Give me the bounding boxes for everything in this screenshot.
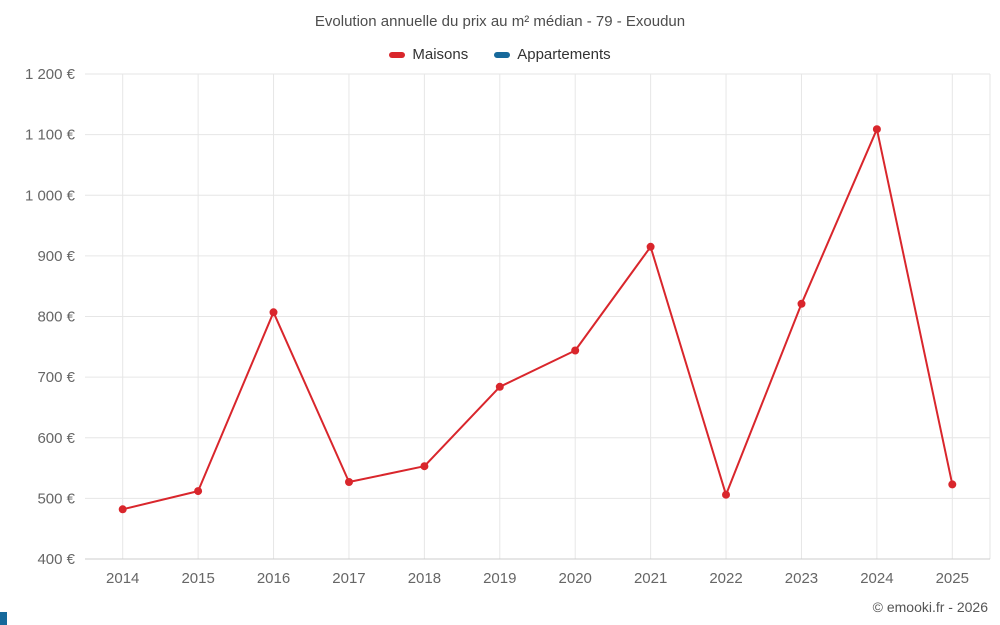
chart-legend: Maisons Appartements <box>0 46 1000 63</box>
data-point-maisons[interactable] <box>646 242 655 251</box>
y-tick-label: 700 € <box>37 369 75 386</box>
x-tick-label: 2017 <box>332 570 365 587</box>
data-point-maisons[interactable] <box>872 125 881 134</box>
series-line-maisons <box>121 128 954 511</box>
data-point-maisons[interactable] <box>571 346 580 355</box>
data-point-maisons[interactable] <box>269 308 278 317</box>
y-tick-label: 1 000 € <box>25 187 76 204</box>
legend-label: Appartements <box>517 46 611 63</box>
data-point-maisons[interactable] <box>194 487 203 496</box>
legend-label: Maisons <box>412 46 469 63</box>
data-point-maisons[interactable] <box>797 299 806 308</box>
x-tick-label: 2022 <box>709 570 742 587</box>
x-tick-label: 2015 <box>181 570 214 587</box>
data-point-maisons[interactable] <box>118 505 127 514</box>
legend-item-maisons[interactable]: Maisons <box>389 46 468 63</box>
x-tick-label: 2014 <box>106 570 139 587</box>
legend-item-appartements[interactable]: Appartements <box>494 46 611 63</box>
y-tick-label: 500 € <box>37 490 75 507</box>
x-tick-label: 2024 <box>860 570 893 587</box>
y-tick-label: 800 € <box>37 309 75 326</box>
x-tick-label: 2019 <box>483 570 516 587</box>
x-tick-label: 2021 <box>634 570 667 587</box>
y-tick-label: 1 200 € <box>25 66 76 83</box>
data-point-maisons[interactable] <box>420 462 429 471</box>
legend-swatch <box>494 51 511 58</box>
x-tick-label: 2016 <box>257 570 290 587</box>
y-tick-label: 1 100 € <box>25 127 76 144</box>
y-tick-label: 600 € <box>37 430 75 447</box>
corner-logo <box>0 612 7 625</box>
x-tick-label: 2023 <box>785 570 818 587</box>
x-tick-label: 2025 <box>936 570 969 587</box>
x-tick-label: 2020 <box>559 570 592 587</box>
watermark-credit: © emooki.fr - 2026 <box>872 599 988 615</box>
y-tick-label: 400 € <box>37 551 75 568</box>
data-point-maisons[interactable] <box>345 478 353 486</box>
x-tick-label: 2018 <box>408 570 441 587</box>
y-tick-label: 900 € <box>37 248 75 265</box>
data-point-maisons[interactable] <box>495 382 504 391</box>
data-point-maisons[interactable] <box>722 490 730 499</box>
chart-title: Evolution annuelle du prix au m² médian … <box>314 13 686 30</box>
legend-swatch <box>389 51 406 58</box>
data-point-maisons[interactable] <box>948 480 957 489</box>
